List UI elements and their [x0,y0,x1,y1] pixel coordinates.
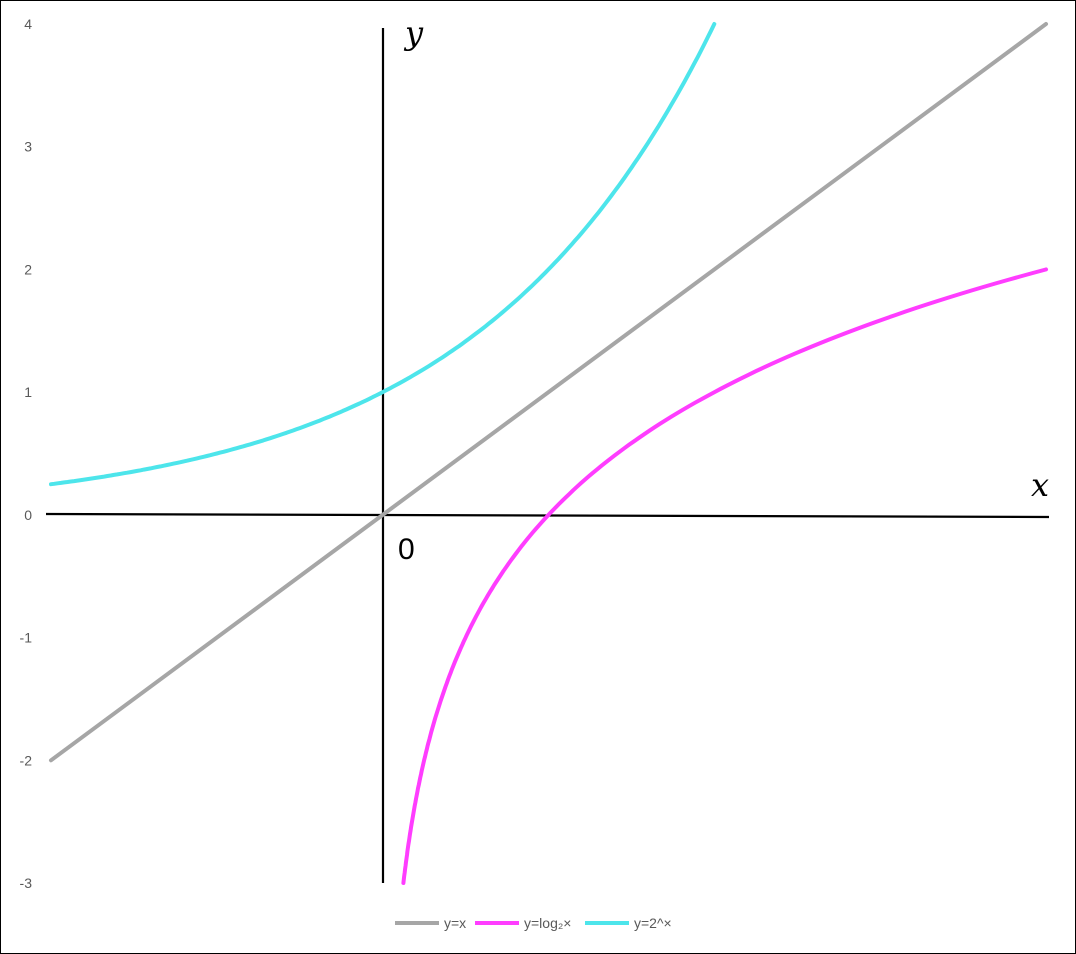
y-tick-label: 1 [24,384,32,400]
series-layer [49,22,1048,885]
origin-label: 0 [398,533,415,566]
y-tick-label: 3 [24,139,32,155]
x-axis-label: x [1031,466,1049,504]
legend-label: y=x [444,915,466,931]
y-tick-labels: 4 3 2 1 0 -1 -2 -3 [20,16,33,891]
y-tick-label: -3 [20,875,33,891]
series-line [49,22,717,487]
legend-label: y=2^× [634,915,672,931]
series-line [401,267,1048,885]
series-line [49,22,1048,763]
y-tick-label: 0 [24,507,32,523]
legend-label: y=log₂× [524,915,571,931]
y-tick-label: -2 [20,752,33,768]
y-tick-label: 2 [24,261,32,277]
axes: x y 0 [45,14,1049,883]
legend: y=x y=log₂× y=2^× [395,915,672,931]
y-axis-label: y [403,14,424,52]
y-tick-label: -1 [20,630,33,646]
y-tick-label: 4 [24,16,32,32]
